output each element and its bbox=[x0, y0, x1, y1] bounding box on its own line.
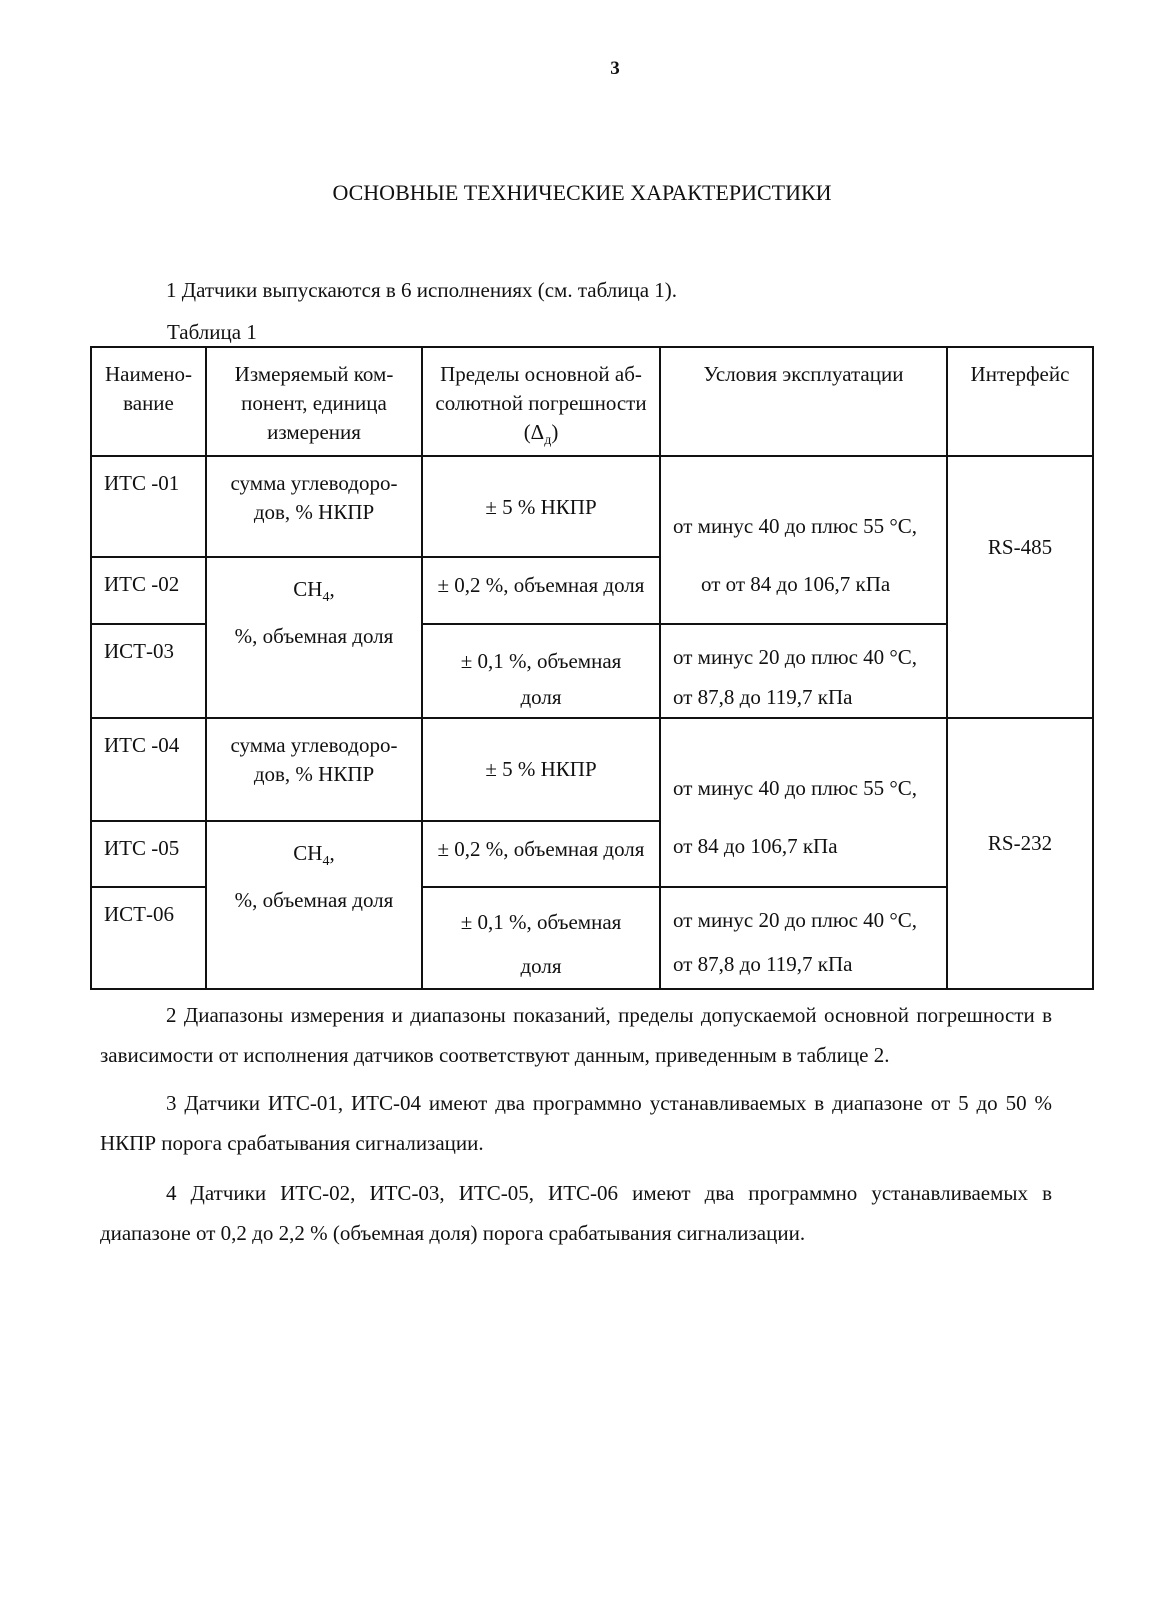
cell-error: ± 0,2 %, объемная доля bbox=[421, 820, 661, 889]
header-component: Измеряемый ком-понент, единица измерения bbox=[205, 345, 423, 458]
ch4-unit: %, объемная доля bbox=[234, 624, 394, 649]
cell-name: ИТС -05 bbox=[90, 820, 207, 889]
cell-conditions: от минус 40 до плюс 55 °C, от от 84 до 10… bbox=[659, 455, 948, 626]
specs-table: Наимено-вание Измеряемый ком-понент, еди… bbox=[90, 345, 1094, 991]
cell-interface: RS-485 bbox=[946, 455, 1094, 720]
conditions-line: от от 84 до 106,7 кПа bbox=[701, 572, 891, 597]
cell-component: CH4, %, объемная доля bbox=[205, 820, 423, 991]
table-row: ИТС -01 сумма углеводоро-дов, % НКПР ± 5… bbox=[90, 455, 1094, 720]
cell-error: ± 5 % НКПР bbox=[421, 717, 661, 823]
cell-name: ИСТ-06 bbox=[90, 886, 207, 991]
cell-component: CH4, %, объемная доля bbox=[205, 556, 423, 720]
cell-error: ± 0,2 %, объемная доля bbox=[421, 556, 661, 626]
ch4-comma: , bbox=[329, 577, 335, 602]
ch4-comma: , bbox=[329, 841, 335, 866]
conditions-line: от минус 40 до плюс 55 °C, bbox=[673, 776, 918, 801]
delta-close: ) bbox=[551, 420, 559, 444]
table-row: ИСТ-06 ± 0,1 %, объемная доля от минус 2… bbox=[90, 886, 1093, 991]
table-row: ИТС -02 CH4, %, объемная доля ± 0,2 %, об… bbox=[90, 556, 1093, 720]
paragraph-3: 3 Датчики ИТС-01, ИТС-04 имеют два прогр… bbox=[100, 1091, 1052, 1155]
cell-component: сумма углеводоро-дов, % НКПР bbox=[205, 455, 423, 559]
delta-symbol: (Δ bbox=[523, 420, 545, 444]
header-error: Пределы основной аб-солютной погрешности… bbox=[421, 345, 661, 458]
cell-conditions: от минус 20 до плюс 40 °C, от 87,8 до 119… bbox=[659, 623, 948, 720]
cell-component: сумма углеводоро-дов, % НКПР bbox=[205, 717, 423, 823]
conditions-line: от 87,8 до 119,7 кПа bbox=[673, 685, 853, 710]
paragraph-2: 2 Диапазоны измерения и диапазоны показа… bbox=[100, 1003, 1052, 1067]
header-error-text: Пределы основной аб-солютной погрешности bbox=[435, 362, 647, 415]
conditions-line: от 84 до 106,7 кПа bbox=[673, 834, 838, 859]
cell-error: ± 0,1 %, объемная доля bbox=[421, 623, 661, 720]
ch4-formula: CH bbox=[293, 577, 323, 602]
cell-name: ИСТ-03 bbox=[90, 623, 207, 720]
conditions-line: от минус 20 до плюс 40 °C, bbox=[673, 908, 918, 933]
table-row: ИСТ-03 ± 0,1 %, объемная доля от минус 2… bbox=[90, 623, 1093, 720]
header-conditions: Условия эксплуатации bbox=[659, 345, 948, 458]
cell-name: ИТС -02 bbox=[90, 556, 207, 626]
page-title: ОСНОВНЫЕ ТЕХНИЧЕСКИЕ ХАРАКТЕРИСТИКИ bbox=[332, 180, 832, 205]
ch4-sub: 4 bbox=[322, 854, 330, 870]
paragraph-1: 1 Датчики выпускаются в 6 исполнениях (с… bbox=[166, 278, 678, 302]
ch4-unit: %, объемная доля bbox=[234, 888, 394, 913]
conditions-line: от минус 40 до плюс 55 °C, bbox=[673, 514, 918, 539]
cell-error: ± 5 % НКПР bbox=[421, 455, 661, 559]
conditions-line: от минус 20 до плюс 40 °C, bbox=[673, 645, 918, 670]
table-row: ИТС -05 CH4, %, объемная доля ± 0,2 %, об… bbox=[90, 820, 1093, 991]
page-number: 3 bbox=[610, 58, 620, 79]
cell-error: ± 0,1 %, объемная доля bbox=[421, 886, 661, 991]
delta-sub: д bbox=[544, 433, 552, 449]
header-name: Наимено-вание bbox=[90, 345, 207, 458]
table-caption: Таблица 1 bbox=[167, 320, 257, 344]
cell-conditions: от минус 40 до плюс 55 °C, от 84 до 106,7… bbox=[659, 717, 948, 889]
table-row: ИТС -04 сумма углеводоро-дов, % НКПР ± 5… bbox=[90, 717, 1094, 991]
conditions-line: от 87,8 до 119,7 кПа bbox=[673, 952, 853, 977]
ch4-formula: CH bbox=[293, 841, 323, 866]
paragraph-4: 4 Датчики ИТС-02, ИТС-03, ИТС-05, ИТС-06… bbox=[100, 1181, 1052, 1245]
ch4-sub: 4 bbox=[322, 590, 330, 606]
cell-name: ИТС -04 bbox=[90, 717, 207, 823]
cell-conditions: от минус 20 до плюс 40 °C, от 87,8 до 119… bbox=[659, 886, 948, 991]
table-header-row: Наимено-вание Измеряемый ком-понент, еди… bbox=[90, 345, 1094, 458]
cell-name: ИТС -01 bbox=[90, 455, 207, 559]
cell-interface: RS-232 bbox=[946, 717, 1094, 991]
header-interface: Интерфейс bbox=[946, 345, 1094, 458]
